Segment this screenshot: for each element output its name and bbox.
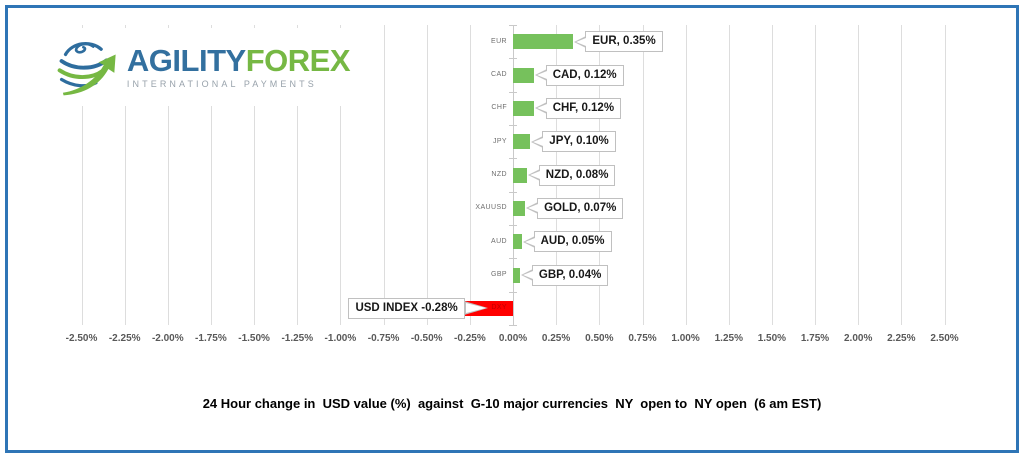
category-axis-tick — [509, 158, 517, 160]
gridline — [685, 25, 687, 325]
callout-pointer — [534, 102, 547, 115]
gridline — [340, 25, 342, 325]
x-axis-tick-label: 2.50% — [930, 333, 959, 344]
logo-text: AGILITYFOREX INTERNATIONAL PAYMENTS — [126, 43, 351, 90]
gridline — [469, 25, 471, 325]
x-axis-tick-label: 1.25% — [714, 333, 743, 344]
data-label-xauusd: GOLD, 0.07% — [526, 197, 624, 219]
x-axis-tick-label: 1.00% — [671, 333, 700, 344]
category-axis-tick — [509, 258, 517, 260]
data-label-gbp: GBP, 0.04% — [520, 264, 609, 286]
category-axis-tick — [509, 125, 517, 126]
data-label-jpy: JPY, 0.10% — [531, 131, 616, 153]
x-axis-tick-label: -0.50% — [410, 333, 443, 344]
x-axis-tick-label: 0.50% — [585, 333, 614, 344]
x-axis-tick-label: -1.50% — [238, 333, 270, 344]
x-axis-tick-label: 2.25% — [887, 333, 916, 344]
bar-eur — [513, 34, 574, 50]
x-axis-tick-label: -1.25% — [281, 333, 314, 344]
callout-pointer — [527, 169, 540, 181]
category-label-aud: AUD — [491, 237, 507, 245]
x-axis-tick-label: 1.75% — [800, 333, 830, 344]
x-axis-tick-label: 0.75% — [628, 333, 657, 344]
x-axis-tick-label: 2.00% — [844, 333, 873, 344]
category-axis-tick — [509, 325, 517, 326]
gridline — [901, 25, 903, 325]
x-axis-tick-label: 0.00% — [498, 333, 528, 344]
data-label-cad: CAD, 0.12% — [534, 64, 624, 86]
category-label-xauusd: XAUUSD — [475, 204, 507, 212]
category-axis-tick — [509, 291, 517, 293]
data-label-aud: AUD, 0.05% — [522, 231, 612, 253]
category-axis-tick — [509, 91, 517, 93]
bar-aud — [513, 234, 522, 250]
bar-nzd — [513, 167, 527, 183]
agilityforex-logo: AGILITYFOREX INTERNATIONAL PAYMENTS — [55, 28, 351, 106]
callout-pointer — [574, 35, 587, 48]
bar-jpy — [513, 134, 531, 150]
x-axis-tick-label: 0.25% — [541, 333, 571, 344]
bar-gbp — [513, 267, 520, 283]
data-label-nzd: NZD, 0.08% — [527, 164, 616, 186]
logo-tagline: INTERNATIONAL PAYMENTS — [126, 79, 317, 89]
bar-cad — [513, 67, 534, 83]
category-axis-tick — [509, 58, 517, 60]
gridline — [81, 25, 83, 325]
x-axis-tick-label: -1.75% — [195, 333, 227, 344]
gridline — [728, 25, 730, 325]
category-label-dxy: DXY — [491, 304, 507, 312]
category-label-nzd: NZD — [491, 171, 507, 178]
gridline — [642, 25, 644, 325]
category-label-jpy: JPY — [492, 137, 507, 145]
callout-pointer — [531, 135, 544, 148]
chart-title: 24 Hour change in USD value (%) against … — [202, 396, 822, 411]
category-axis-tick — [509, 225, 517, 226]
category-label-chf: CHF — [491, 104, 507, 112]
gridline — [210, 25, 212, 325]
gridline — [167, 25, 169, 325]
gridline — [815, 25, 816, 325]
globe-arrow-icon — [57, 42, 116, 96]
gridline — [297, 25, 299, 325]
bar-xauusd — [513, 200, 526, 216]
data-label-chf: CHF, 0.12% — [534, 97, 622, 119]
logo-forex-text: FOREX — [245, 43, 351, 78]
category-axis-tick — [509, 25, 517, 26]
logo-brand: AGILITYFOREX — [126, 43, 351, 78]
x-axis-tick-label: -1.00% — [324, 333, 357, 344]
gridline — [858, 25, 860, 325]
callout-pointer — [520, 269, 533, 281]
data-label-dxy: USD INDEX -0.28% — [348, 297, 488, 319]
gridline — [383, 25, 385, 325]
callout-pointer — [526, 202, 539, 215]
category-label-gbp: GBP — [491, 271, 507, 278]
gridline — [124, 25, 126, 325]
callout-pointer — [522, 235, 535, 248]
gridline — [771, 25, 773, 325]
gridline — [254, 25, 256, 325]
callout-pointer — [534, 69, 547, 81]
bar-chf — [513, 100, 534, 116]
x-axis-tick-label: 1.50% — [757, 333, 787, 344]
x-axis-tick-label: -0.25% — [454, 333, 486, 344]
gridline — [944, 25, 946, 325]
x-axis-tick-label: -2.25% — [108, 333, 141, 344]
callout-pointer — [463, 301, 488, 316]
x-axis-tick-label: -2.00% — [151, 333, 184, 344]
x-axis-tick-label: -0.75% — [367, 333, 400, 344]
x-axis-tick-label: -2.50% — [65, 333, 98, 344]
category-label-cad: CAD — [491, 71, 507, 78]
data-label-eur: EUR, 0.35% — [574, 31, 663, 53]
category-label-eur: EUR — [491, 37, 507, 45]
category-axis-tick — [509, 191, 517, 193]
gridline — [426, 25, 428, 325]
logo-agility-text: AGILITY — [126, 43, 246, 78]
